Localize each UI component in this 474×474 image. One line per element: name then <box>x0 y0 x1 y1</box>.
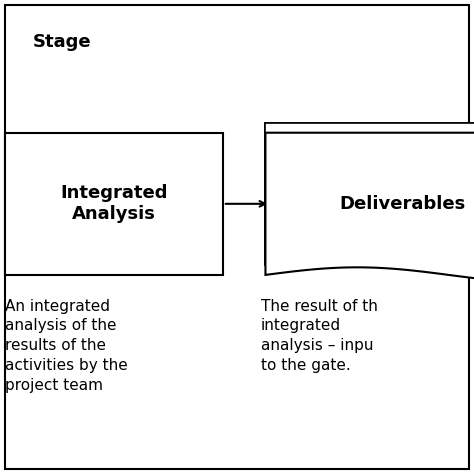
Text: Stage: Stage <box>33 33 92 51</box>
PathPatch shape <box>265 133 474 283</box>
Bar <box>5 133 223 275</box>
Bar <box>265 123 474 265</box>
Bar <box>265 123 474 265</box>
Text: An integrated
analysis of the
results of the
activities by the
project team: An integrated analysis of the results of… <box>5 299 128 393</box>
Text: Integrated
Analysis: Integrated Analysis <box>60 184 167 223</box>
Text: The result of th
integrated
analysis – inpu
to the gate.: The result of th integrated analysis – i… <box>261 299 378 373</box>
Text: Deliverables: Deliverables <box>340 195 466 213</box>
